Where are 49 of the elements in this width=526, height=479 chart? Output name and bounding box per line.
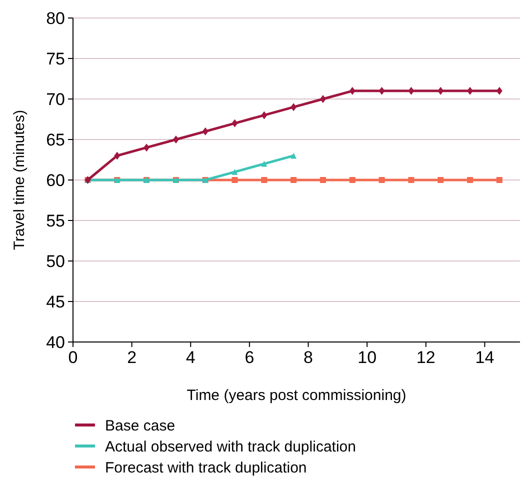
point bbox=[261, 160, 268, 167]
y-tick-label: 80 bbox=[46, 8, 65, 28]
x-tick-label: 8 bbox=[304, 348, 313, 367]
x-tick-label: 4 bbox=[186, 348, 196, 367]
point bbox=[408, 86, 414, 95]
legend-label: Forecast with track duplication bbox=[105, 459, 307, 476]
point bbox=[378, 177, 385, 183]
point bbox=[408, 177, 414, 183]
x-tick-label: 12 bbox=[416, 348, 436, 367]
y-tick-label: 55 bbox=[46, 211, 65, 230]
point bbox=[438, 177, 444, 183]
x-tick-label: 2 bbox=[127, 348, 137, 367]
point bbox=[232, 177, 238, 183]
point bbox=[496, 177, 502, 183]
x-tick-label: 6 bbox=[244, 348, 254, 367]
point bbox=[438, 86, 444, 95]
point bbox=[290, 177, 297, 183]
x-tick-label: 14 bbox=[475, 348, 494, 367]
point bbox=[290, 152, 297, 159]
x-tick-label: 0 bbox=[68, 348, 78, 367]
point bbox=[261, 111, 268, 120]
point bbox=[144, 144, 150, 152]
y-tick-label: 45 bbox=[46, 292, 65, 312]
y-tick-label: 70 bbox=[46, 90, 65, 109]
y-tick-label: 40 bbox=[46, 332, 65, 352]
legend-label: Base case bbox=[105, 417, 176, 434]
point bbox=[261, 177, 268, 183]
x-axis-title: Time (years post commissioning) bbox=[186, 387, 406, 404]
point bbox=[320, 177, 326, 183]
point bbox=[320, 95, 326, 103]
point bbox=[467, 86, 474, 95]
point bbox=[349, 177, 356, 183]
point bbox=[378, 86, 385, 95]
legend-label: Actual observed with track duplication bbox=[105, 438, 356, 456]
y-tick-label: 75 bbox=[46, 49, 65, 68]
point bbox=[349, 86, 356, 95]
point bbox=[114, 152, 120, 160]
point bbox=[496, 86, 502, 95]
y-axis-title: Travel time (minutes) bbox=[11, 110, 28, 250]
point bbox=[172, 136, 179, 144]
y-tick-label: 60 bbox=[46, 170, 65, 190]
point bbox=[467, 177, 474, 183]
point bbox=[202, 127, 208, 136]
x-tick-label: 10 bbox=[358, 348, 377, 367]
point bbox=[290, 103, 297, 112]
point bbox=[232, 119, 238, 128]
point bbox=[232, 168, 238, 175]
y-tick-label: 50 bbox=[46, 252, 65, 271]
y-tick-label: 65 bbox=[46, 130, 65, 150]
